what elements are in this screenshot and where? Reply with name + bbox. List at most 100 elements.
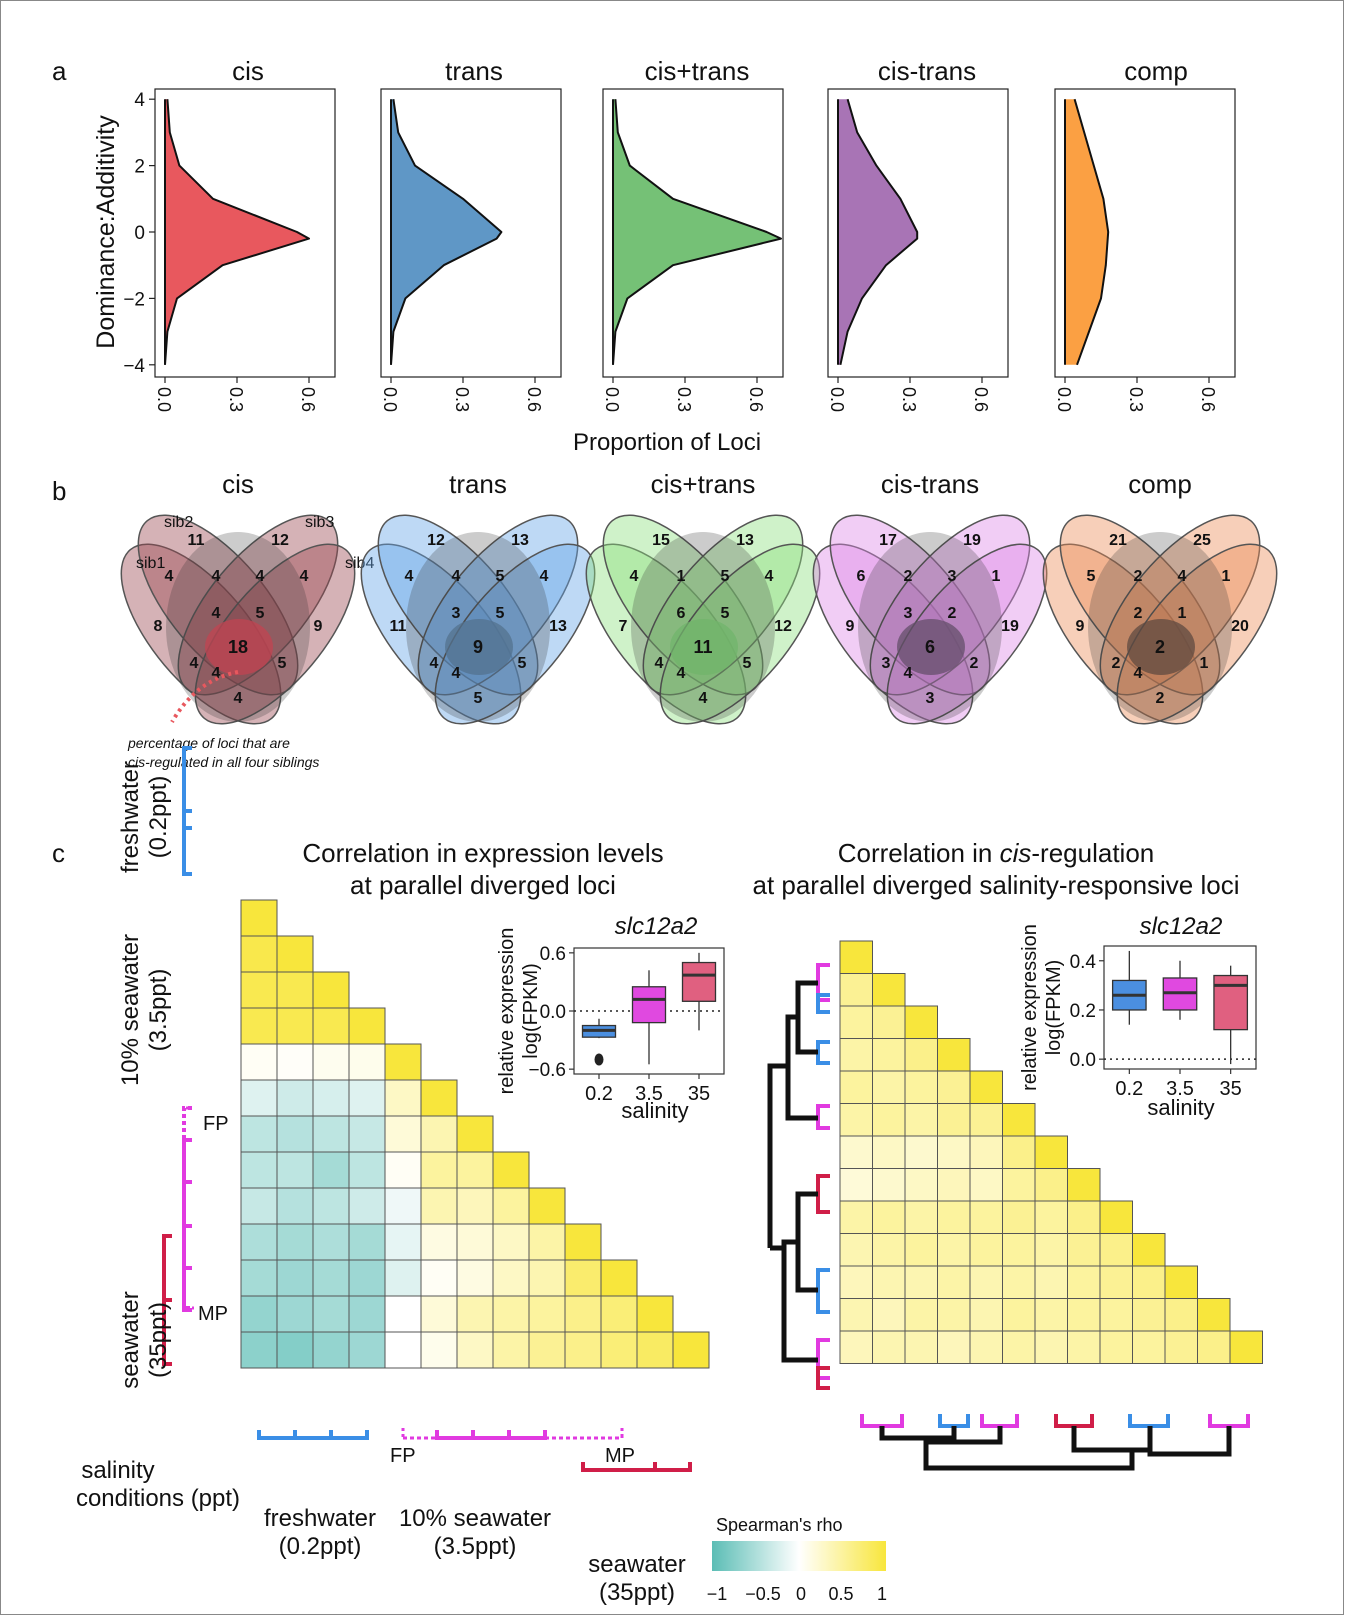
- venn-count: 4: [212, 605, 221, 622]
- box-body: [681, 961, 717, 1002]
- venn-overlap-shade: [858, 532, 1002, 722]
- venn-count: 2: [1112, 655, 1121, 672]
- heatmap-cell: [600, 1259, 638, 1297]
- heatmap-cell: [1099, 1233, 1133, 1267]
- heatmap-cell: [904, 1103, 938, 1137]
- venn-count: 5: [278, 655, 287, 672]
- heatmap-cell: [904, 1005, 938, 1039]
- heatmap-cell: [312, 1259, 350, 1297]
- heatmap-cell: [384, 1223, 422, 1261]
- dendrogram-branch: [816, 993, 830, 1014]
- venn-title: comp: [1128, 469, 1192, 499]
- x-tick-label: 0.3: [226, 387, 246, 412]
- heatmap-cell: [636, 1295, 674, 1333]
- density-plot-trans: trans 0.0 0.3 0.6: [380, 56, 562, 412]
- heatmap-cell: [1164, 1298, 1198, 1332]
- heatmap-cell: [904, 1200, 938, 1234]
- heatmap-cell: [937, 1070, 971, 1104]
- heatmap-cell: [937, 1200, 971, 1234]
- legend-colorbar: [712, 1541, 886, 1571]
- venn-center-region: [670, 619, 738, 675]
- venn-count: 4: [405, 568, 414, 585]
- venn-count: 5: [518, 655, 527, 672]
- heatmap-cell: [492, 1295, 530, 1333]
- heatmap-cell: [1067, 1168, 1101, 1202]
- venn-overlap-shade: [166, 532, 310, 722]
- heatmap-cell: [384, 1295, 422, 1333]
- venn-count: 21: [1109, 532, 1127, 549]
- right-title-pre: Correlation in: [838, 838, 1000, 868]
- bracket: [257, 1430, 369, 1440]
- heatmap-expression-levels: [240, 899, 710, 1369]
- venn-count: 4: [430, 655, 439, 672]
- heatmap-cell: [420, 1331, 458, 1369]
- venn-count: 9: [314, 618, 323, 635]
- heatmap-cell: [384, 1259, 422, 1297]
- venn-annotation-line1: percentage of loci that are: [127, 735, 290, 751]
- x-tick-label: 0.0: [602, 387, 622, 412]
- dendrogram-branch: [1147, 1426, 1232, 1457]
- venn-center-region: [205, 619, 273, 675]
- venn-count: 4: [765, 568, 774, 585]
- heatmap-cell: [872, 1330, 906, 1364]
- dendrogram-branch: [938, 1414, 970, 1428]
- venn-count: 2: [1156, 690, 1165, 707]
- x-tick-label: 0.6: [971, 387, 991, 412]
- heatmap-cell: [420, 1079, 458, 1117]
- venn-set-ellipse: [194, 543, 356, 725]
- xgroup-seawater-line2: (35ppt): [599, 1579, 675, 1606]
- xgroup-seawater-line1: seawater: [588, 1551, 685, 1578]
- density-area: [391, 99, 502, 365]
- venn-count: 17: [879, 532, 897, 549]
- venn-count: 11: [693, 637, 712, 657]
- heatmap-cell: [384, 1187, 422, 1225]
- venn-count: 4: [256, 568, 265, 585]
- heatmap-cell: [420, 1187, 458, 1225]
- venn-count: 5: [496, 568, 505, 585]
- heatmap-cell: [937, 1330, 971, 1364]
- heatmap-cell: [937, 1168, 971, 1202]
- venn-count: 3: [926, 690, 935, 707]
- venn-count: 2: [970, 655, 979, 672]
- heatmap-cis-regulation: [839, 940, 1263, 1364]
- heatmap-cell: [528, 1295, 566, 1333]
- ygroup-freshwater-line1: freshwater: [117, 761, 144, 873]
- heatmap-cell: [564, 1331, 602, 1369]
- heatmap-cell: [348, 1079, 386, 1117]
- sib4-label: sib4: [345, 555, 374, 572]
- inset-x-tick-label: 35: [688, 1083, 710, 1105]
- venn-title: cis-trans: [881, 469, 979, 499]
- heatmap-cell: [420, 1295, 458, 1333]
- x-tick-label: 0.6: [298, 387, 318, 412]
- heatmap-cell: [1132, 1298, 1166, 1332]
- density-area: [613, 99, 781, 365]
- inset-y-tick-label: −0.6: [528, 1060, 566, 1081]
- heatmap-cell: [1132, 1233, 1166, 1267]
- right-title-italic: cis: [1000, 838, 1032, 868]
- legend-tick-label: 0.5: [828, 1584, 853, 1604]
- heatmap-cell: [1197, 1298, 1231, 1332]
- inset-ylabel-line1: relative expression: [496, 928, 518, 1095]
- venn-count: 12: [271, 532, 289, 549]
- bracket: [435, 1430, 547, 1440]
- inset-x-tick-label: 35: [1220, 1078, 1242, 1100]
- heatmap-cell: [348, 1223, 386, 1261]
- density-title-trans: trans: [445, 56, 503, 86]
- heatmap-cell: [1067, 1233, 1101, 1267]
- venn-count: 3: [452, 605, 461, 622]
- heatmap-cell: [276, 1223, 314, 1261]
- venn-count: 5: [1087, 568, 1096, 585]
- annotation-pointer: [170, 670, 239, 723]
- heatmap-cell: [312, 1151, 350, 1189]
- dendrogram-branch: [980, 1414, 1019, 1428]
- venn-count: 13: [549, 618, 567, 635]
- heatmap-cell: [384, 1043, 422, 1081]
- venn-overlap-shade: [1088, 532, 1232, 722]
- heatmap-cell: [839, 1330, 873, 1364]
- heatmap-cell: [937, 1233, 971, 1267]
- heatmap-cell: [969, 1135, 1003, 1169]
- heatmap-cell: [528, 1331, 566, 1369]
